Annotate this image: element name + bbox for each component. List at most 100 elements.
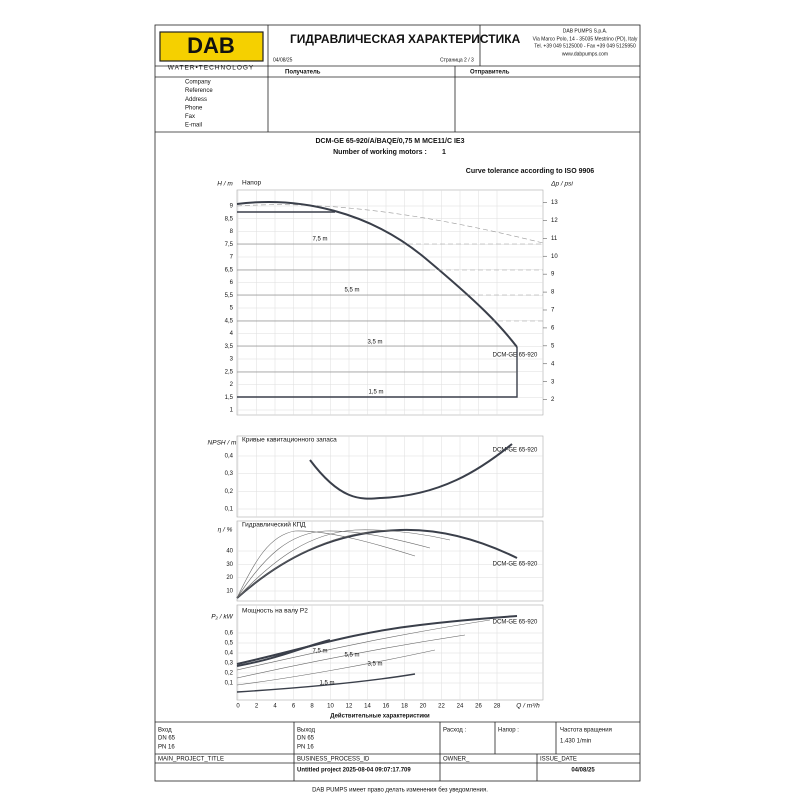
pump-label: DCM-GE 65-920: [493, 562, 538, 568]
table-cell: Напор :: [498, 728, 519, 734]
y2-tick-label: 13: [551, 200, 558, 206]
field-label: Company: [185, 80, 211, 86]
table-cell: DN 65: [158, 736, 176, 742]
x-tick-label: 10: [327, 704, 334, 710]
y-axis-label: NPSH / m: [208, 440, 237, 447]
y-tick-label: 3: [230, 357, 234, 363]
recipient: Получатель: [285, 70, 321, 76]
pump-label: DCM-GE 65-920: [493, 353, 538, 359]
x-tick-label: 8: [310, 704, 314, 710]
table-cell: 1.430 1/min: [560, 739, 591, 745]
x-tick-label: 4: [273, 704, 277, 710]
logo-tagline: WATER•TECHNOLOGY: [168, 65, 255, 72]
table-cell: PN 16: [297, 745, 314, 751]
y-tick-label: 2: [230, 382, 234, 388]
y2-tick-label: 12: [551, 218, 558, 224]
x-tick-label: 6: [292, 704, 296, 710]
power-15: [236, 673, 416, 693]
power-curve: [236, 615, 518, 665]
power-low: [236, 639, 331, 667]
x-axis-label: Q / m³/h: [516, 703, 540, 710]
y2-tick-label: 8: [551, 290, 555, 296]
eff-thin: [236, 529, 451, 599]
y-tick-label: 5,5: [225, 293, 234, 299]
company-line: Via Marco Polo, 14 - 35035 Mestrino (PD)…: [533, 36, 638, 42]
y2-axis-label: Δp / psi: [550, 181, 573, 188]
y2-tick-label: 10: [551, 254, 558, 260]
y-tick-label: 0,1: [225, 681, 234, 687]
field-label: E-mail: [185, 123, 202, 129]
plots: [236, 201, 544, 693]
y-tick-label: 1,5: [225, 395, 234, 401]
page-frame: [154, 24, 641, 782]
x-title: Действительные характеристики: [330, 713, 430, 720]
setpoint-lines: [237, 243, 517, 373]
tolerance: Curve tolerance according to ISO 9906: [466, 168, 594, 175]
curve-label: 3,5 m: [367, 340, 382, 346]
x-tick-label: 20: [420, 704, 427, 710]
x-tick-label: 12: [346, 704, 353, 710]
y-tick-label: 9: [230, 204, 234, 210]
pump-curve: [236, 201, 518, 348]
pump-label: DCM-GE 65-920: [493, 448, 538, 454]
y-tick-label: 2,5: [225, 369, 234, 375]
motors: 1: [442, 149, 446, 156]
y2-tick-label: 11: [551, 236, 558, 242]
table-cell: Расход :: [443, 728, 466, 734]
x-tick-label: 16: [383, 704, 390, 710]
company-line: DAB PUMPS S.p.A.: [563, 28, 607, 34]
y2-tick-label: 6: [551, 326, 555, 332]
table-cell: ISSUE_DATE: [540, 757, 577, 763]
y-tick-label: 20: [226, 575, 233, 581]
company-line: www.dabpumps.com: [562, 51, 608, 57]
table-cell: Выход: [297, 728, 315, 734]
y-tick-label: 0,4: [225, 651, 234, 657]
y-tick-label: 0,3: [225, 471, 234, 477]
y-axis-label: H / m: [217, 181, 233, 188]
y-tick-label: 8: [230, 229, 234, 235]
field-label: Reference: [185, 88, 213, 94]
curve-label: 7,5 m: [312, 649, 327, 655]
x-tick-label: 24: [457, 704, 464, 710]
y-tick-label: 6: [230, 280, 234, 286]
y-tick-label: 4: [230, 331, 234, 337]
field-label: Address: [185, 97, 207, 103]
model: DCM-GE 65-920/A/BAQE/0,75 M MCE11/C IE3: [316, 138, 465, 145]
field-label: Fax: [185, 114, 195, 120]
footer-note: DAB PUMPS имеет право делать изменения б…: [312, 788, 488, 794]
logo-text: DAB: [187, 33, 235, 58]
sender: Отправитель: [470, 70, 510, 76]
y-tick-label: 7: [230, 255, 234, 261]
curve-label: 5,5 m: [344, 653, 359, 659]
y2-tick-label: 7: [551, 308, 555, 314]
table-cell: OWNER_: [443, 757, 470, 763]
power-thin: [236, 619, 491, 686]
setpoint-ext: [400, 243, 543, 322]
doc-title: ГИДРАВЛИЧЕСКАЯ ХАРАКТЕРИСТИКА: [290, 32, 521, 46]
npsh-curve: [309, 443, 513, 500]
y-tick-label: 3,5: [225, 344, 234, 350]
x-tick-label: 0: [236, 704, 240, 710]
x-tick-label: 2: [255, 704, 259, 710]
x-tick-label: 14: [364, 704, 371, 710]
y-tick-label: 0,6: [225, 631, 234, 637]
company-line: Tel. +39 049 5125000 - Fax +39 049 51259…: [534, 43, 636, 49]
y-tick-label: 0,5: [225, 641, 234, 647]
x-tick-label: 18: [401, 704, 408, 710]
x-tick-label: 26: [475, 704, 482, 710]
curve-label: 1,5 m: [368, 390, 383, 396]
y-tick-label: 40: [226, 549, 233, 555]
y-tick-label: 0,1: [225, 507, 234, 513]
table-cell: PN 16: [158, 745, 175, 751]
y2-tick-label: 9: [551, 272, 555, 278]
eff-curve: [236, 528, 518, 599]
table-cell: MAIN_PROJECT_TITLE: [158, 757, 224, 763]
y2-tick-label: 3: [551, 379, 555, 385]
table-cell: BUSINESS_PROCESS_ID: [297, 757, 370, 763]
x-tick-label: 28: [494, 704, 501, 710]
date: 04/08/25: [273, 57, 293, 63]
y-tick-label: 6,5: [225, 267, 234, 273]
x-tick-label: 22: [438, 704, 445, 710]
panel-frame: [236, 189, 544, 416]
